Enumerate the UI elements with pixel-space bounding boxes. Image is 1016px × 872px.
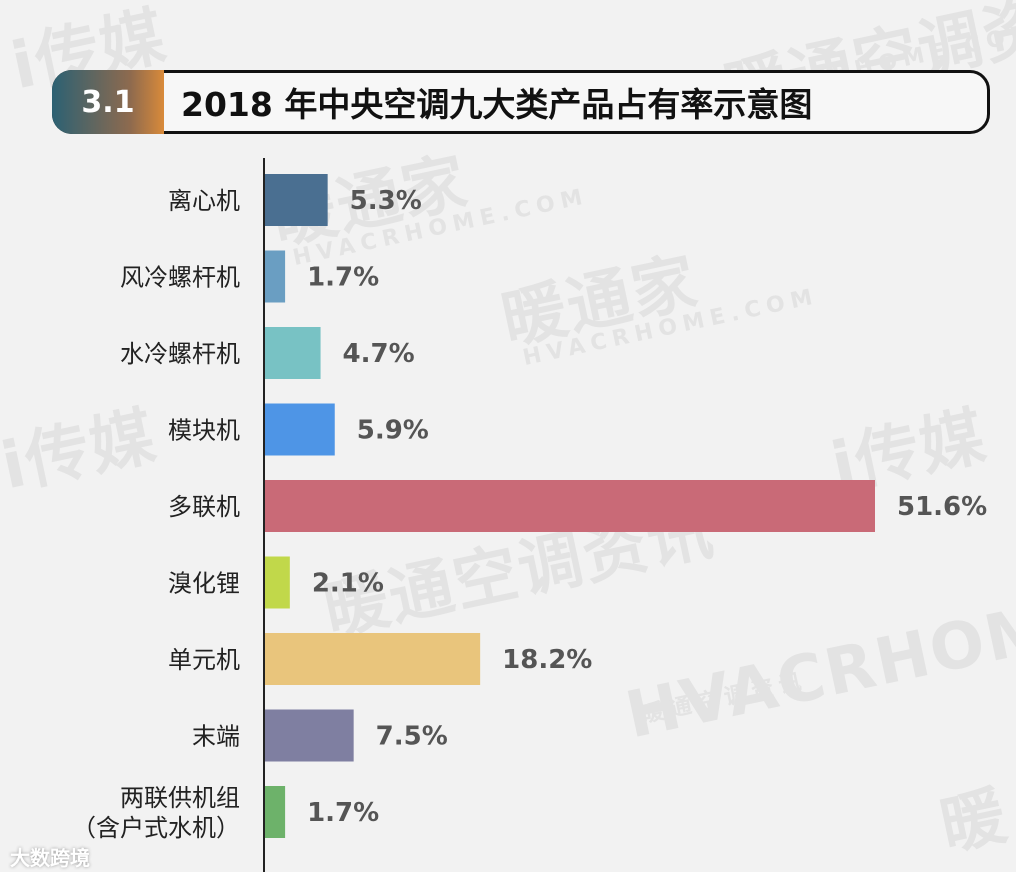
category-label-3: 模块机 xyxy=(168,417,240,445)
value-label-0: 5.3% xyxy=(350,186,422,216)
bar-3 xyxy=(265,403,335,456)
category-label-2: 水冷螺杆机 xyxy=(120,340,240,368)
value-label-6: 18.2% xyxy=(502,645,592,675)
section-number-badge: 3.1 xyxy=(52,70,164,134)
category-label-1: 风冷螺杆机 xyxy=(120,264,240,292)
value-label-8: 1.7% xyxy=(307,798,379,828)
category-label-6: 单元机 xyxy=(168,646,240,674)
bar-0 xyxy=(265,174,328,226)
value-label-4: 51.6% xyxy=(897,492,987,522)
bar-4 xyxy=(265,480,875,532)
bar-1 xyxy=(265,250,286,303)
value-label-5: 2.1% xyxy=(312,569,384,599)
category-label-8: 两联供机组（含户式水机） xyxy=(72,784,240,842)
bar-6 xyxy=(265,633,481,685)
value-label-1: 1.7% xyxy=(307,263,379,293)
bar-8 xyxy=(265,786,286,838)
value-label-7: 7.5% xyxy=(376,722,448,752)
bar-7 xyxy=(265,709,354,762)
category-label-7: 末端 xyxy=(192,723,240,751)
category-label-5: 溴化锂 xyxy=(168,570,240,598)
value-label-2: 4.7% xyxy=(343,339,415,369)
category-label-0: 离心机 xyxy=(168,187,240,215)
bar-2 xyxy=(265,327,321,379)
category-label-4: 多联机 xyxy=(168,493,240,521)
chart-title: 2018 年中央空调九大类产品占有率示意图 xyxy=(181,85,813,124)
chart-title-banner: 3.1 2018 年中央空调九大类产品占有率示意图 xyxy=(52,70,990,134)
value-label-3: 5.9% xyxy=(357,416,429,446)
bar-5 xyxy=(265,556,290,609)
footer-logo: 大数跨境 xyxy=(10,846,90,870)
